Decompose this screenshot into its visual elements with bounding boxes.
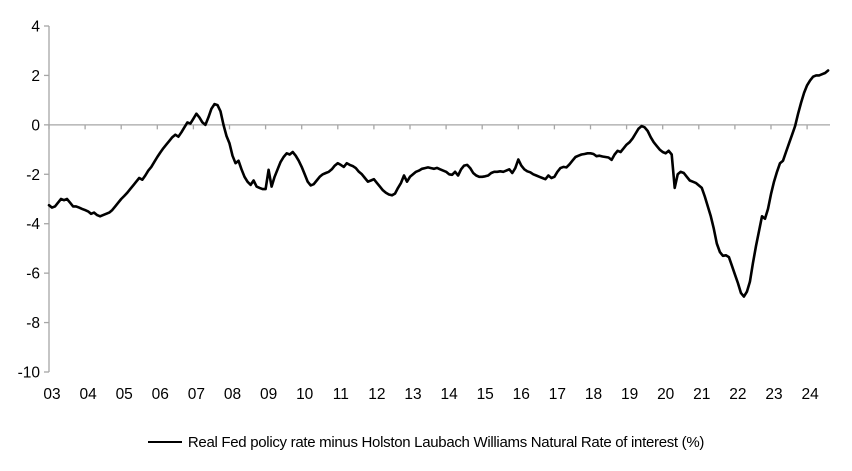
x-tick-label: 09 bbox=[260, 386, 277, 403]
legend-line-sample bbox=[147, 441, 182, 443]
x-tick-label: 11 bbox=[333, 386, 349, 403]
x-tick-label: 04 bbox=[79, 386, 97, 403]
y-tick-label: -8 bbox=[26, 315, 40, 332]
x-tick-label: 07 bbox=[188, 386, 205, 403]
x-tick-label: 08 bbox=[224, 386, 241, 403]
x-tick-label: 06 bbox=[152, 386, 169, 403]
x-tick-label: 23 bbox=[765, 386, 782, 403]
legend: Real Fed policy rate minus Holston Lauba… bbox=[0, 430, 852, 454]
legend-label: Real Fed policy rate minus Holston Lauba… bbox=[187, 433, 705, 451]
x-tick-label: 19 bbox=[621, 386, 638, 403]
y-tick-label: -10 bbox=[18, 364, 41, 381]
x-tick-label: 22 bbox=[729, 386, 746, 403]
x-tick-label: 20 bbox=[657, 386, 675, 403]
x-tick-label: 03 bbox=[43, 386, 60, 403]
x-tick-label: 10 bbox=[296, 386, 314, 403]
x-tick-label: 24 bbox=[801, 386, 819, 403]
series-line bbox=[47, 69, 830, 298]
x-tick-label: 16 bbox=[513, 386, 530, 403]
y-tick-label: -6 bbox=[26, 266, 40, 283]
x-tick-label: 21 bbox=[693, 386, 710, 403]
x-tick-label: 05 bbox=[116, 386, 133, 403]
y-tick-label: 2 bbox=[31, 68, 40, 85]
x-tick-label: 18 bbox=[585, 386, 602, 403]
x-tick-label: 15 bbox=[477, 386, 494, 403]
x-tick-label: 13 bbox=[404, 386, 421, 403]
y-tick-label: -4 bbox=[26, 216, 40, 233]
x-tick-label: 17 bbox=[549, 386, 566, 403]
y-tick-label: 0 bbox=[31, 117, 40, 134]
x-tick-label: 14 bbox=[440, 386, 458, 403]
x-tick-label: 12 bbox=[368, 386, 385, 403]
y-tick-label: 4 bbox=[31, 19, 40, 36]
y-tick-label: -2 bbox=[26, 167, 40, 184]
